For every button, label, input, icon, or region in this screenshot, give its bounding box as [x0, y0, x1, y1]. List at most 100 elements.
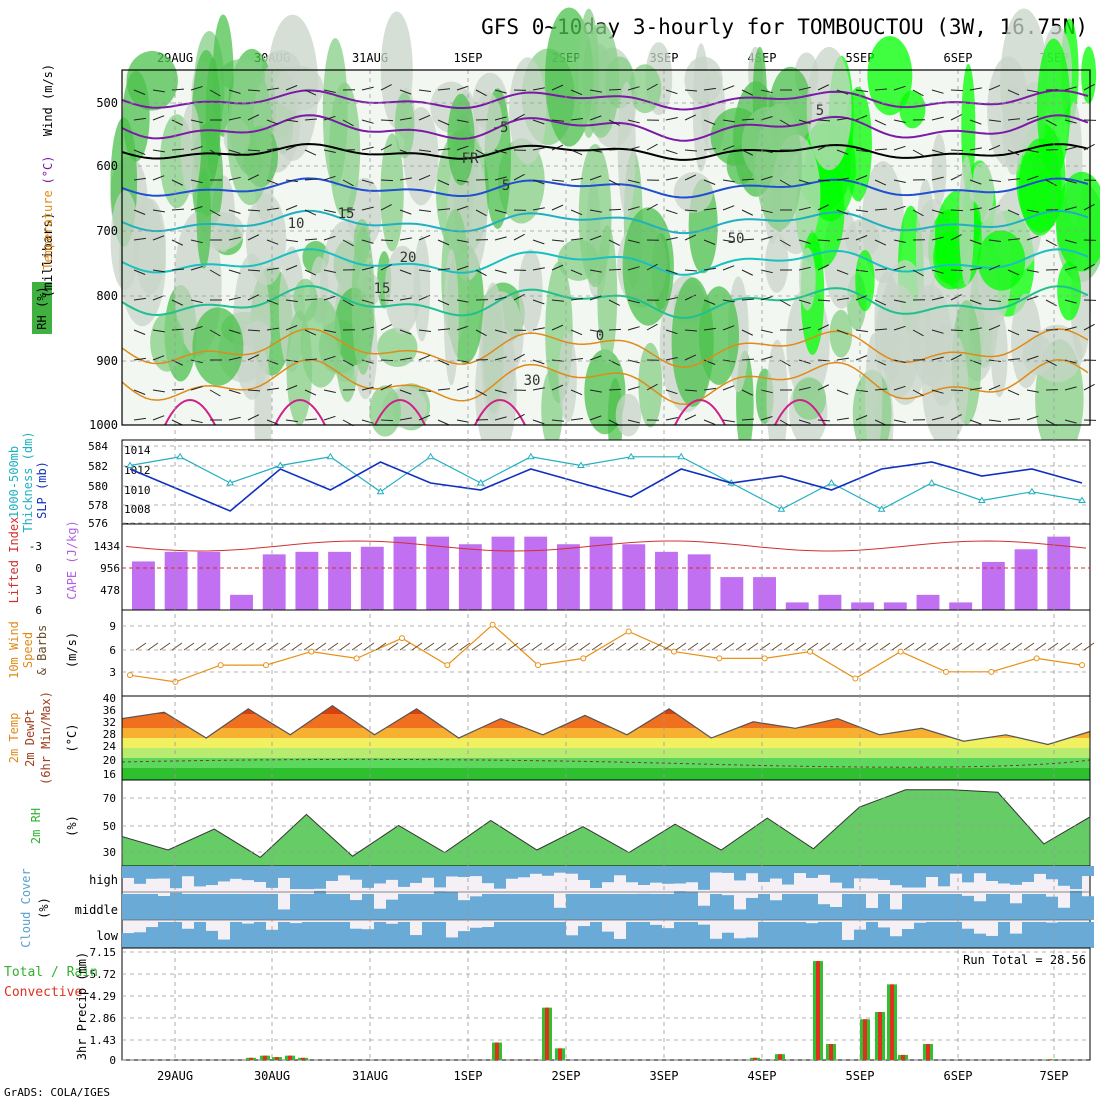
wind-barb	[152, 89, 165, 93]
thickness-line-point	[577, 461, 585, 468]
wind-barb	[551, 144, 564, 151]
wind-barb	[836, 357, 849, 361]
wind-barb	[589, 355, 602, 361]
wind-barb	[266, 239, 279, 245]
wind-barb	[285, 385, 298, 391]
bottom-date-label: 5SEP	[846, 1069, 875, 1083]
wind-barb	[361, 386, 374, 391]
high-cloud-fill	[194, 866, 206, 887]
wind-barb	[190, 299, 203, 304]
wind-barb	[665, 269, 678, 275]
rh-shading	[274, 65, 324, 112]
middle-cloud-fill	[734, 909, 746, 920]
wind-barb	[931, 269, 944, 274]
precip-convective-label: Convective	[4, 985, 82, 1000]
high-cloud-fill	[530, 866, 542, 874]
wind-barb	[627, 299, 640, 304]
high-cloud-fill	[818, 866, 830, 875]
wind-barb	[437, 299, 450, 306]
wind-axis-label: Wind (m/s)	[41, 64, 55, 136]
pressure-level-label: 900	[96, 354, 118, 368]
contour-label: 50	[728, 231, 745, 247]
wind-barb	[247, 414, 260, 421]
high-cloud-fill	[926, 866, 938, 877]
contour-label: 5	[502, 178, 510, 194]
wind-barb	[494, 236, 507, 241]
cape-bar	[916, 594, 940, 610]
high-cloud-fill	[614, 866, 626, 876]
slp-frame	[121, 439, 1091, 525]
wind-barb	[912, 329, 924, 337]
middle-cloud-fill	[1082, 896, 1094, 920]
thickness-line-point	[827, 479, 836, 486]
wind-barb	[418, 174, 431, 181]
wind10-barb	[603, 642, 615, 651]
temperature-contour	[121, 248, 1089, 276]
wind-barb	[152, 389, 165, 393]
wind-barb	[760, 176, 773, 181]
top-date-label: 5SEP	[846, 51, 875, 65]
middle-cloud-fill	[938, 894, 950, 920]
precip-tick: 0	[109, 1054, 116, 1067]
wind-barb	[627, 266, 640, 271]
wind-barb	[950, 174, 962, 181]
high-cloud-fill	[746, 866, 758, 874]
cape-bar	[328, 551, 352, 610]
temperature-contour	[164, 399, 216, 426]
middle-cloud-fill	[302, 894, 314, 920]
middle-cloud-fill	[806, 894, 818, 920]
middle-cloud-fill	[626, 894, 638, 920]
wind-barb	[931, 116, 944, 121]
wind-barb	[988, 84, 1001, 91]
wind-barb	[266, 207, 279, 211]
wind-barb	[342, 179, 354, 187]
wind-barb	[494, 389, 507, 394]
precip-axis-label: 3hr Precip (mm)	[75, 952, 89, 1060]
wind-barb	[266, 419, 279, 425]
wind-barb	[608, 328, 622, 331]
wind-barb	[798, 179, 811, 184]
wind10-barb	[423, 642, 435, 651]
wind-barb	[836, 389, 849, 395]
wind-barb	[817, 264, 830, 271]
wind-barb	[589, 149, 602, 153]
high-cloud-fill	[206, 866, 218, 886]
wind-barb	[532, 147, 545, 151]
wind-barb	[475, 329, 487, 337]
thickness-line	[129, 456, 1083, 510]
wind-barb	[988, 179, 1001, 182]
wind-barb	[817, 84, 830, 91]
wind-barb	[703, 119, 716, 125]
wind-barb	[1083, 83, 1095, 91]
wind-barb	[570, 298, 583, 301]
wind-barb	[1026, 415, 1039, 421]
middle-cloud-fill	[290, 893, 302, 920]
wind-barb	[741, 209, 754, 216]
middle-cloud-fill	[770, 900, 782, 920]
low-cloud-fill	[482, 927, 494, 948]
rh-shading	[845, 218, 880, 259]
wind-barb	[1045, 239, 1057, 247]
wind10-barb	[495, 642, 507, 651]
wind-barb	[741, 149, 754, 156]
low-cloud-fill	[218, 939, 230, 948]
middle-cloud-fill	[326, 894, 338, 920]
low-cloud-fill	[1034, 922, 1046, 948]
wind10-barb	[459, 642, 471, 651]
wind-barb	[1083, 323, 1095, 331]
wind-barb	[798, 239, 811, 244]
wind-barb	[266, 327, 279, 331]
middle-cloud-fill	[986, 894, 998, 920]
high-cloud-fill	[866, 866, 878, 879]
dewpoint-axis-label: 2m DewPt	[23, 709, 37, 767]
wind-barb	[931, 329, 944, 334]
wind-barb	[722, 205, 735, 211]
high-cloud-fill	[410, 866, 422, 883]
high-cloud-fill	[734, 866, 746, 881]
rh-shading	[1031, 324, 1083, 383]
wind-barb	[437, 119, 450, 126]
wind-barb	[912, 149, 924, 157]
temperature-contour	[121, 328, 1089, 368]
lifted-index-line	[125, 540, 1087, 552]
